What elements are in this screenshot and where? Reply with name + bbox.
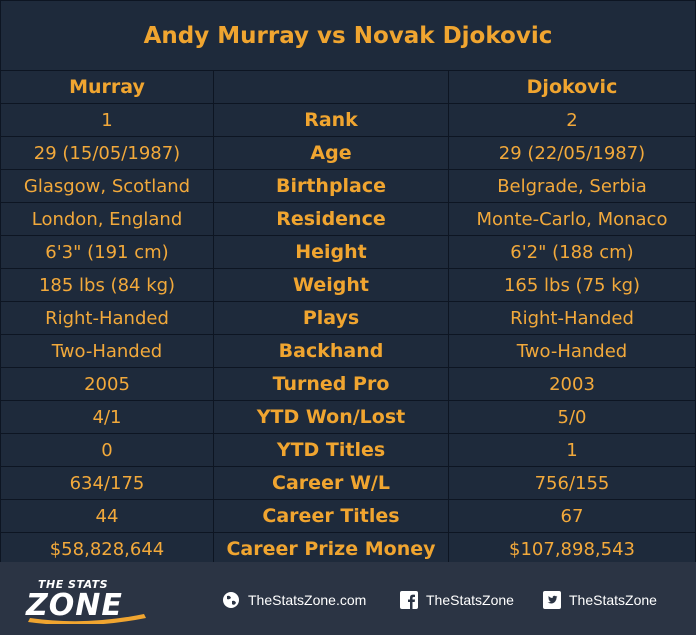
murray-value: 4/1 <box>0 400 214 434</box>
stat-label: YTD Titles <box>213 433 449 467</box>
table-row: 44 Career Titles 67 <box>0 499 696 533</box>
djokovic-value: Two-Handed <box>448 334 696 368</box>
djokovic-value: 1 <box>448 433 696 467</box>
stat-label: Career Prize Money <box>213 532 449 566</box>
stat-label: YTD Won/Lost <box>213 400 449 434</box>
twitter-icon <box>543 591 561 609</box>
table-row: London, England Residence Monte-Carlo, Mon… <box>0 202 696 236</box>
table-row: 4/1 YTD Won/Lost 5/0 <box>0 400 696 434</box>
table-row: 634/175 Career W/L 756/155 <box>0 466 696 500</box>
djokovic-value: 67 <box>448 499 696 533</box>
globe-icon <box>223 592 239 608</box>
murray-value: London, England <box>0 202 214 236</box>
murray-value: Right-Handed <box>0 301 214 335</box>
table-body: 1 Rank 2 29 (15/05/1987) Age 29 (22/05/1987) G… <box>0 103 696 566</box>
stats-zone-logo: THE STATS ZONE <box>26 578 150 624</box>
table-row: 185 lbs (84 kg) Weight 165 lbs (75 kg) <box>0 268 696 302</box>
stat-label: Birthplace <box>213 169 449 203</box>
table-row: Glasgow, Scotland Birthplace Belgrade, Ser… <box>0 169 696 203</box>
murray-value: 2005 <box>0 367 214 401</box>
murray-value: 44 <box>0 499 214 533</box>
murray-value: Two-Handed <box>0 334 214 368</box>
header-murray: Murray <box>0 70 214 104</box>
table-row: 1 Rank 2 <box>0 103 696 137</box>
djokovic-value: Monte-Carlo, Monaco <box>448 202 696 236</box>
table-row: 6'3" (191 cm) Height 6'2" (188 cm) <box>0 235 696 269</box>
djokovic-value: 165 lbs (75 kg) <box>448 268 696 302</box>
logo-swoosh-icon <box>28 614 146 624</box>
facebook-link-text: TheStatsZone <box>426 592 514 608</box>
table-row: $58,828,644 Career Prize Money $107,898,54… <box>0 532 696 566</box>
murray-value: 6'3" (191 cm) <box>0 235 214 269</box>
murray-value: 0 <box>0 433 214 467</box>
stat-label: Career W/L <box>213 466 449 500</box>
djokovic-value: 6'2" (188 cm) <box>448 235 696 269</box>
murray-value: 1 <box>0 103 214 137</box>
stat-label: Backhand <box>213 334 449 368</box>
stat-label: Residence <box>213 202 449 236</box>
stat-label: Career Titles <box>213 499 449 533</box>
comparison-table: Andy Murray vs Novak Djokovic Murray Djo… <box>0 0 696 566</box>
footer-bar: THE STATS ZONE TheStatsZone.com TheStats… <box>0 562 696 635</box>
twitter-link[interactable]: TheStatsZone <box>543 589 657 611</box>
header-djokovic: Djokovic <box>448 70 696 104</box>
djokovic-value: $107,898,543 <box>448 532 696 566</box>
murray-value: 634/175 <box>0 466 214 500</box>
twitter-link-text: TheStatsZone <box>569 592 657 608</box>
table-row: Two-Handed Backhand Two-Handed <box>0 334 696 368</box>
table-row: 29 (15/05/1987) Age 29 (22/05/1987) <box>0 136 696 170</box>
website-link-text: TheStatsZone.com <box>248 592 367 608</box>
stat-label: Weight <box>213 268 449 302</box>
djokovic-value: 5/0 <box>448 400 696 434</box>
stat-label: Plays <box>213 301 449 335</box>
stat-label: Age <box>213 136 449 170</box>
facebook-icon <box>400 591 418 609</box>
murray-value: 29 (15/05/1987) <box>0 136 214 170</box>
stat-label: Height <box>213 235 449 269</box>
stat-label: Turned Pro <box>213 367 449 401</box>
murray-value: $58,828,644 <box>0 532 214 566</box>
djokovic-value: 2003 <box>448 367 696 401</box>
table-row: 2005 Turned Pro 2003 <box>0 367 696 401</box>
djokovic-value: 2 <box>448 103 696 137</box>
djokovic-value: 756/155 <box>448 466 696 500</box>
logo-big-text: ZONE <box>26 588 123 623</box>
murray-value: Glasgow, Scotland <box>0 169 214 203</box>
djokovic-value: Belgrade, Serbia <box>448 169 696 203</box>
logo-small-text: THE STATS <box>38 578 109 591</box>
website-link[interactable]: TheStatsZone.com <box>222 589 366 611</box>
stat-label: Rank <box>213 103 449 137</box>
djokovic-value: 29 (22/05/1987) <box>448 136 696 170</box>
murray-value: 185 lbs (84 kg) <box>0 268 214 302</box>
facebook-link[interactable]: TheStatsZone <box>400 589 514 611</box>
djokovic-value: Right-Handed <box>448 301 696 335</box>
comparison-card: Andy Murray vs Novak Djokovic Murray Djo… <box>0 0 696 566</box>
table-title: Andy Murray vs Novak Djokovic <box>0 0 696 71</box>
header-middle <box>213 70 449 104</box>
table-row: Right-Handed Plays Right-Handed <box>0 301 696 335</box>
table-row: 0 YTD Titles 1 <box>0 433 696 467</box>
